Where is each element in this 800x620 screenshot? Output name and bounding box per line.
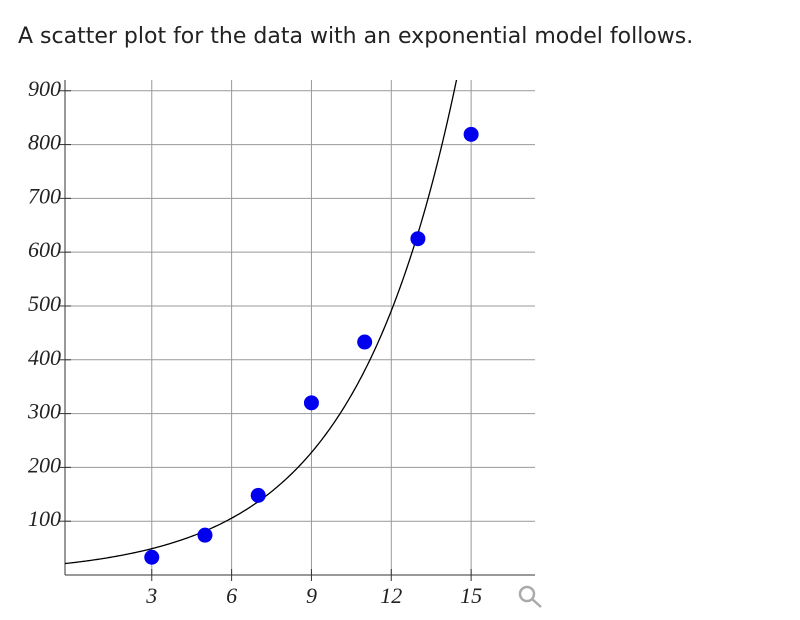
y-tick-label: 500 (28, 291, 61, 316)
y-tick-label: 700 (28, 183, 61, 208)
y-tick-label: 800 (28, 130, 61, 155)
data-point (303, 395, 319, 411)
x-tick-label: 9 (306, 583, 317, 608)
x-tick-label: 6 (226, 583, 237, 608)
intro-text: A scatter plot for the data with an expo… (18, 24, 694, 49)
data-point (144, 549, 160, 565)
y-tick-label: 100 (28, 506, 61, 531)
data-point (410, 231, 426, 247)
y-tick-label: 600 (28, 237, 61, 262)
x-tick-label: 12 (380, 583, 402, 608)
y-tick-label: 300 (27, 399, 61, 424)
data-point (357, 334, 373, 350)
y-tick-label: 200 (28, 452, 61, 477)
data-point (250, 487, 266, 503)
x-tick-label: 15 (460, 583, 482, 608)
x-tick-label: 3 (145, 583, 157, 608)
data-point (197, 527, 213, 543)
y-tick-label: 900 (28, 76, 61, 101)
model-curve (65, 80, 458, 565)
zoom-icon[interactable] (518, 585, 542, 608)
y-tick-label: 400 (28, 345, 61, 370)
data-point (463, 126, 479, 142)
model-group (65, 80, 458, 565)
